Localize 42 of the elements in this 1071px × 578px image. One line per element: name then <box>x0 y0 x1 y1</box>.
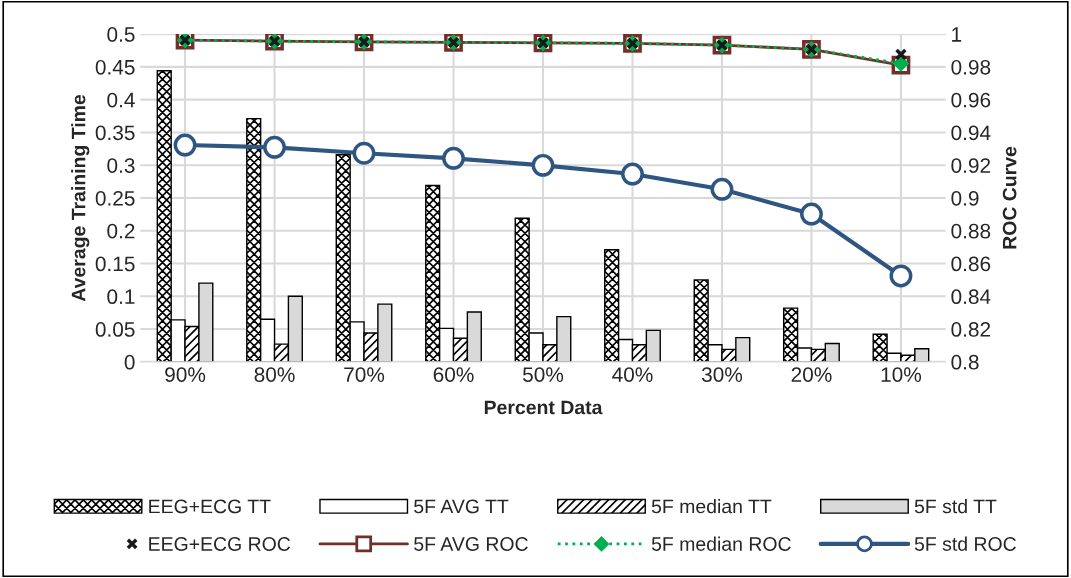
y2-tick-label: 0.94 <box>951 125 991 141</box>
x-tick-label: 40% <box>612 367 653 382</box>
y2-tick-label: 0.92 <box>951 158 991 173</box>
y-tick-label: 0.5 <box>107 27 135 42</box>
y2-tick-label: 0.98 <box>951 59 991 75</box>
y2-tick-label: 0.96 <box>951 92 991 108</box>
y2-tick-label: 0.8 <box>951 354 979 370</box>
y-tick-label: 0.4 <box>107 92 135 108</box>
x-tick-label: 10% <box>881 367 922 382</box>
y-tick-label: 0.3 <box>107 158 135 173</box>
y-axis-title: Average Training Time <box>71 94 90 302</box>
x-tick-label: 50% <box>522 367 564 382</box>
y2-tick-label: 0.82 <box>951 322 991 337</box>
legend-label: EEG+ECG ROC <box>149 537 291 551</box>
y-tick-label: 0.1 <box>107 289 135 305</box>
x-tick-label: 90% <box>165 367 206 382</box>
legend-label: EEG+ECG TT <box>149 499 271 514</box>
x-tick-label: 80% <box>254 367 295 382</box>
y-tick-label: 0 <box>124 354 135 370</box>
x-tick-label: 30% <box>701 367 743 382</box>
y2-tick-label: 0.9 <box>951 190 979 206</box>
x-tick-label: 70% <box>344 367 385 382</box>
y-tick-label: 0.2 <box>107 223 135 239</box>
x-tick-label: 60% <box>433 367 474 382</box>
legend-label: 5F AVG ROC <box>414 537 528 551</box>
legend-label: 5F median ROC <box>651 536 791 551</box>
x-tick-label: 20% <box>791 367 832 382</box>
y-tick-label: 0.05 <box>95 322 135 337</box>
y-tick-label: 0.35 <box>95 125 135 141</box>
y2-axis-title: ROC Curve <box>1002 146 1017 249</box>
y-tick-label: 0.25 <box>95 190 135 206</box>
y-tick-label: 0.15 <box>95 256 135 272</box>
y2-tick-label: 0.88 <box>951 223 991 239</box>
legend-label: 5F AVG TT <box>414 499 509 514</box>
y2-tick-label: 1 <box>952 27 962 42</box>
legend-label: 5F std TT <box>914 499 997 514</box>
y2-tick-label: 0.86 <box>951 256 991 272</box>
y2-tick-label: 0.84 <box>951 289 991 305</box>
legend-label: 5F median TT <box>651 499 772 514</box>
legend-label: 5F std ROC <box>914 536 1016 551</box>
x-axis-title: Percent Data <box>484 400 603 415</box>
y-tick-label: 0.45 <box>95 59 135 75</box>
